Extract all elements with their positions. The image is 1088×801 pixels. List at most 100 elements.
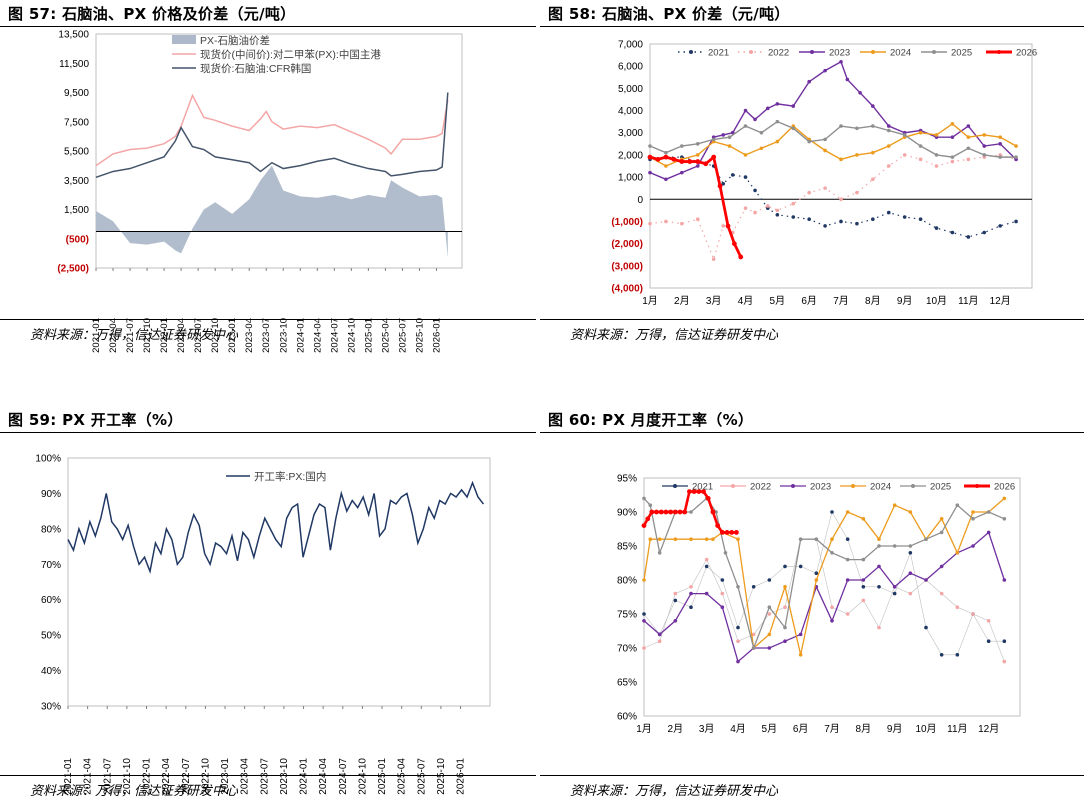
series-line-2021 [643, 511, 1005, 656]
series-point-2024 [877, 537, 881, 541]
series-point-2025 [955, 503, 960, 507]
series-point-2023 [720, 605, 725, 609]
series-point-2025 [689, 510, 693, 514]
x-tick-label: 11月 [947, 723, 967, 735]
series-point-2021 [966, 235, 971, 239]
series-point-2023 [858, 91, 862, 95]
series-point-2025 [791, 126, 796, 131]
y-tick-label: 3,000 [618, 128, 643, 139]
series-point-2023 [908, 571, 913, 575]
series-point-2023 [689, 591, 693, 596]
x-tick-label: 2022-07 [193, 318, 204, 353]
legend-label: 2025 [951, 48, 972, 59]
series-point-2023 [807, 79, 811, 84]
legend-label: 开工率:PX:国内 [254, 470, 326, 483]
legend-marker [791, 484, 795, 488]
series-point-2021 [798, 564, 803, 569]
series-point-2025 [767, 605, 772, 609]
series-point-2025 [939, 530, 944, 535]
series-point-2021 [861, 585, 866, 589]
y-tick-label: (1,000) [611, 217, 643, 228]
series-point-2023 [695, 164, 700, 168]
series-point-2024 [839, 157, 843, 162]
series-point-2024 [704, 537, 709, 541]
series-point-2022 [775, 208, 780, 213]
series-point-2021 [955, 653, 960, 657]
series-point-2022 [918, 157, 923, 162]
series-point-2023 [1002, 578, 1007, 582]
legend-marker [731, 484, 735, 488]
y-tick-label: (3,000) [611, 261, 643, 272]
series-point-2024 [695, 153, 700, 157]
series-point-2023 [783, 639, 787, 643]
panel-fig58: 图 58: 石脑油、PX 价差（元/吨） 7,000 6,000 5,000 4,00… [540, 0, 1088, 345]
series-point-2025 [971, 517, 975, 521]
series-point-2022 [871, 177, 875, 182]
series-point-2025 [695, 142, 700, 146]
plot-area [643, 477, 1021, 717]
series-point-2026 [738, 254, 744, 260]
series-point-2025 [902, 133, 907, 137]
series-point-2024 [736, 537, 740, 541]
series-point-2022 [673, 591, 678, 596]
series-point-2022 [939, 591, 944, 596]
legend-marker [810, 50, 814, 54]
x-tick-label: 2022-10 [200, 758, 211, 795]
series-point-2022 [783, 605, 787, 609]
series-point-2022 [934, 164, 939, 168]
series-point-2026 [663, 154, 669, 160]
series-point-2022 [971, 612, 975, 616]
x-tick-label: 12月 [978, 723, 999, 735]
series-point-2021 [908, 551, 913, 555]
y-tick-label: 90% [617, 508, 637, 519]
series-line-px-price [95, 93, 449, 167]
series-point-2025 [680, 144, 684, 148]
series-point-2023 [845, 578, 850, 582]
series-point-2024 [861, 517, 866, 521]
series-point-2026 [672, 509, 678, 515]
x-tick-label: 2022-01 [159, 318, 170, 353]
series-point-2023 [986, 530, 991, 535]
y-tick-label: 50% [41, 631, 61, 642]
series-point-2025 [775, 119, 780, 124]
x-tick-label: 2023-01 [227, 318, 238, 353]
x-tick-label: 3月 [699, 723, 715, 735]
legend-label: 2021 [692, 482, 713, 493]
y-tick-label: 70% [41, 560, 61, 571]
series-point-2025 [1014, 155, 1018, 159]
x-tick-label: 2021-04 [108, 318, 119, 353]
series-line-2024 [643, 497, 1005, 655]
x-tick-label: 2024-01 [295, 318, 306, 353]
series-point-2025 [986, 510, 991, 514]
series-point-2023 [966, 124, 971, 128]
series-point-2021 [939, 653, 944, 657]
series-point-2026 [696, 489, 702, 494]
series-point-2024 [711, 537, 715, 541]
series-point-2023 [871, 104, 875, 108]
series-point-2025 [966, 146, 971, 151]
title-rule [540, 432, 1084, 433]
series-point-2025 [723, 551, 728, 555]
footer-rule [540, 775, 1084, 776]
series-point-2021 [892, 591, 897, 596]
series-point-2022 [1002, 659, 1007, 664]
series-point-2022 [736, 639, 740, 643]
x-tick-label: 4月 [730, 723, 746, 735]
series-point-2021 [855, 221, 859, 226]
series-point-2021 [642, 612, 646, 616]
x-tick-label: 2026-01 [431, 318, 442, 353]
series-point-2024 [642, 578, 646, 582]
footer-rule [0, 775, 536, 776]
series-point-2023 [971, 544, 975, 548]
series-point-2021 [791, 215, 796, 219]
series-point-2023 [892, 585, 897, 589]
legend-marker [871, 50, 875, 54]
series-point-2023 [798, 632, 803, 637]
series-point-2021 [1002, 639, 1007, 643]
panel-title: 图 59: PX 开工率（%） [8, 411, 183, 429]
series-point-2023 [950, 135, 955, 139]
x-tick-label: 2025-01 [363, 318, 374, 353]
chart-fig58: 7,000 6,000 5,000 4,000 3,000 2,000 1,000 0 (1,0… [611, 40, 1037, 308]
y-tick-label: 60% [617, 712, 637, 723]
series-point-2025 [871, 124, 875, 128]
